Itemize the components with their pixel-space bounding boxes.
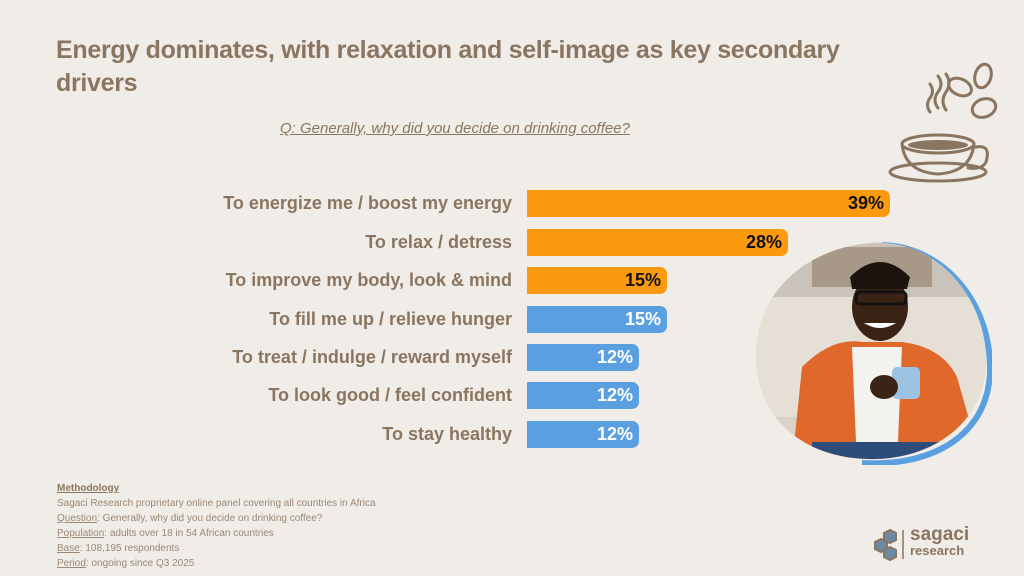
bar-label: To look good / feel confident	[268, 385, 512, 405]
bar-label: To relax / detress	[365, 232, 512, 252]
bar: 12%	[527, 421, 639, 448]
logo-text-research: research	[910, 543, 965, 558]
survey-question: Q: Generally, why did you decide on drin…	[280, 120, 630, 137]
bar: 15%	[527, 267, 667, 294]
bar: 15%	[527, 306, 667, 333]
sagaci-research-logo: sagaci research	[870, 524, 1010, 562]
bar: 12%	[527, 382, 639, 409]
bar-label: To improve my body, look & mind	[225, 270, 512, 290]
methodology-population: Population: adults over 18 in 54 African…	[57, 528, 274, 539]
bar-label: To treat / indulge / reward myself	[232, 347, 512, 367]
methodology-period: Period: ongoing since Q3 2025	[57, 558, 195, 569]
bar-value: 39%	[847, 193, 884, 213]
bar-value: 28%	[745, 232, 782, 252]
bar: 12%	[527, 344, 639, 371]
bar-value: 15%	[624, 270, 661, 290]
logo-text-sagaci: sagaci	[910, 524, 970, 545]
methodology-heading: Methodology	[57, 483, 120, 494]
bar-label: To energize me / boost my energy	[223, 193, 512, 213]
bar-label: To fill me up / relieve hunger	[269, 309, 512, 329]
methodology-panel: Sagaci Research proprietary online panel…	[57, 498, 376, 509]
bar-row: To improve my body, look & mind 15%	[0, 267, 900, 294]
bar-row: To fill me up / relieve hunger 15%	[0, 306, 900, 333]
methodology-base: Base: 108,195 respondents	[57, 543, 180, 554]
bar-row: To relax / detress 28%	[0, 229, 900, 256]
methodology-question: Question: Generally, why did you decide …	[57, 513, 323, 524]
coffee-cup-icon	[888, 62, 998, 183]
bar-value: 12%	[596, 347, 633, 367]
bar-value: 15%	[624, 309, 661, 329]
bar-value: 12%	[596, 385, 633, 405]
bar-label: To stay healthy	[382, 424, 512, 444]
bar-row: To energize me / boost my energy 39%	[0, 190, 900, 217]
hexagon-logo-icon	[874, 528, 904, 562]
bar: 28%	[527, 229, 788, 256]
bar-row: To treat / indulge / reward myself 12%	[0, 344, 900, 371]
bar-value: 12%	[596, 424, 633, 444]
bar-row: To stay healthy 12%	[0, 421, 900, 448]
methodology-notes: Methodology Sagaci Research proprietary …	[57, 481, 376, 571]
page-title: Energy dominates, with relaxation and se…	[56, 36, 840, 97]
person-drinking-coffee-photo	[755, 242, 992, 465]
bar-row: To look good / feel confident 12%	[0, 382, 900, 409]
bar: 39%	[527, 190, 890, 217]
